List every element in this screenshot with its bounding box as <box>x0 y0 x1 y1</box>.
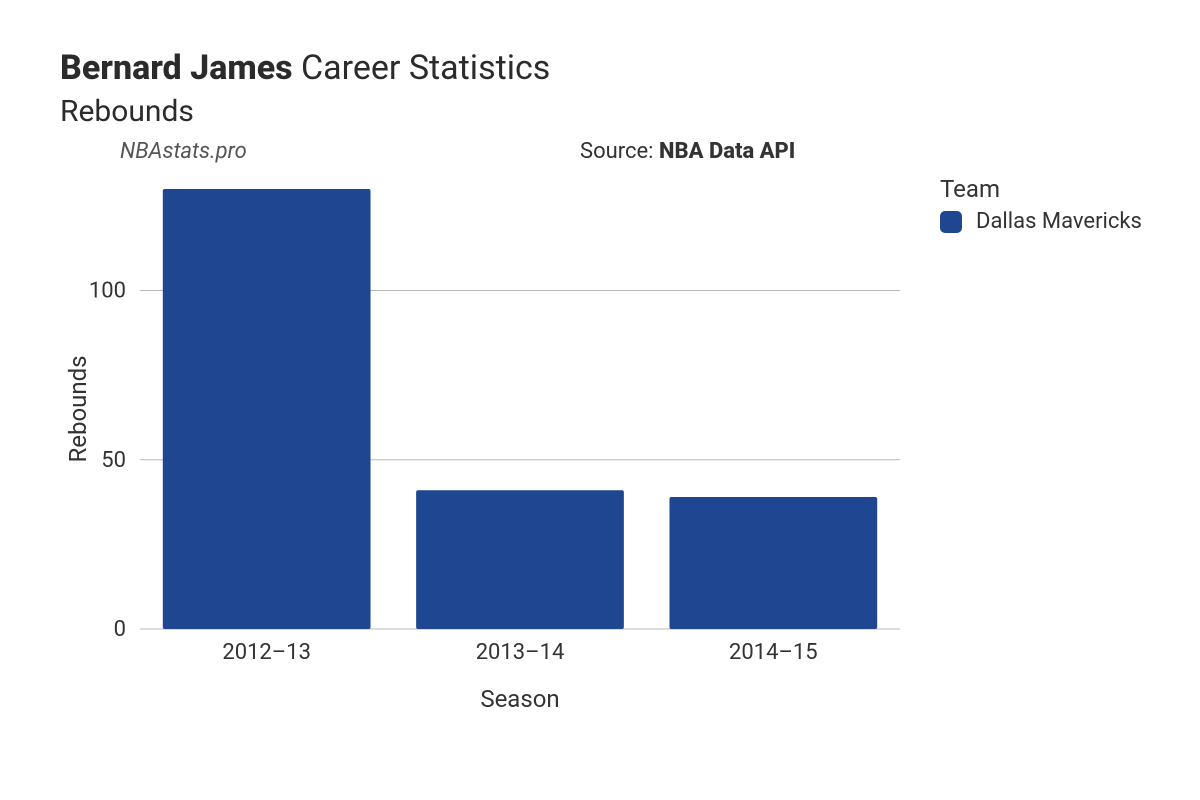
source-text: Source: NBA Data API <box>580 139 795 164</box>
x-axis-label: Season <box>480 685 559 713</box>
title-suffix: Career Statistics <box>293 48 551 88</box>
title-player-name: Bernard James <box>60 48 293 88</box>
y-tick-label: 100 <box>89 279 126 304</box>
legend: Team Dallas Mavericks <box>940 175 1142 234</box>
bar <box>163 189 371 629</box>
y-axis-label: Rebounds <box>64 355 92 462</box>
chart-title: Bernard James Career Statistics <box>60 48 1160 88</box>
annotation-row: NBAstats.pro Source: NBA Data API <box>60 139 1160 169</box>
chart-row: 0 50 100 2012–13 2013–14 2014–15 Season Rebound… <box>60 169 1160 729</box>
x-tick-label: 2013–14 <box>476 640 565 665</box>
source-prefix: Source: <box>580 139 659 164</box>
bar <box>669 497 877 629</box>
x-tick-label: 2012–13 <box>222 640 311 665</box>
legend-title: Team <box>940 175 1142 203</box>
chart-subtitle: Rebounds <box>60 94 1160 129</box>
source-name: NBA Data API <box>659 139 795 164</box>
legend-swatch <box>940 211 962 233</box>
chart-container: Bernard James Career Statistics Rebounds… <box>0 0 1200 800</box>
x-tick-label: 2014–15 <box>729 640 818 665</box>
bar-chart: 0 50 100 2012–13 2013–14 2014–15 Season Rebound… <box>60 169 920 729</box>
bar <box>416 490 624 629</box>
y-tick-label: 50 <box>101 448 126 473</box>
legend-item: Dallas Mavericks <box>940 209 1142 234</box>
y-tick-label: 0 <box>114 617 126 642</box>
legend-label: Dallas Mavericks <box>976 209 1142 234</box>
watermark-text: NBAstats.pro <box>120 139 247 164</box>
